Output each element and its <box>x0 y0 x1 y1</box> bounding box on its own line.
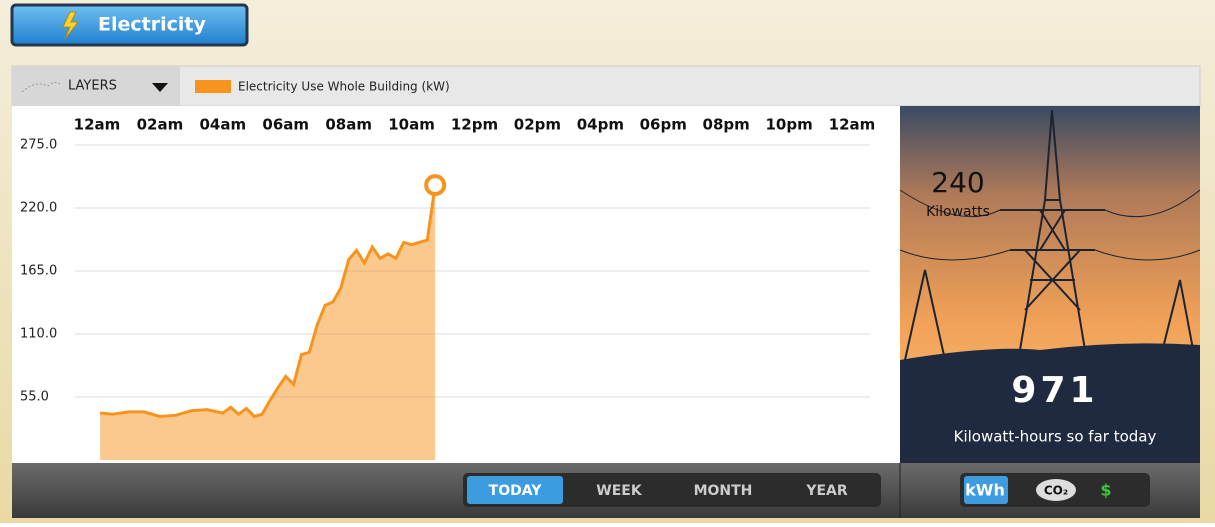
x-tick-label: 08am <box>325 116 372 134</box>
x-tick-label: 12am <box>74 116 121 134</box>
toolbar <box>12 66 1200 106</box>
x-tick-label: 02am <box>137 116 184 134</box>
total-label: Kilowatt-hours so far today <box>954 428 1157 446</box>
y-tick-label: 110.0 <box>20 327 57 342</box>
page: Electricity LAYERS 240 Kilowatts 971 Kil… <box>0 0 1215 523</box>
range-button[interactable]: MONTH <box>694 483 753 499</box>
x-tick-label: 08pm <box>703 116 750 134</box>
legend-label: Electricity Use Whole Building (kW) <box>238 80 450 94</box>
x-tick-label: 12pm <box>451 116 498 134</box>
unit-button[interactable]: kWh <box>965 481 1005 500</box>
chart-area <box>12 106 900 463</box>
y-tick-label: 55.0 <box>20 390 49 405</box>
y-tick-label: 165.0 <box>20 264 57 279</box>
current-value: 240 <box>931 166 984 199</box>
unit-button[interactable]: CO₂ <box>1044 484 1068 498</box>
unit-button[interactable]: $ <box>1100 481 1111 500</box>
title: Electricity <box>98 14 206 36</box>
x-tick-label: 04am <box>200 116 247 134</box>
x-tick-label: 02pm <box>514 116 561 134</box>
app: Electricity LAYERS 240 Kilowatts 971 Kil… <box>0 0 1215 523</box>
x-tick-label: 06pm <box>640 116 687 134</box>
side-panel: 240 Kilowatts 971 Kilowatt-hours so far … <box>900 106 1200 463</box>
x-tick-label: 04pm <box>577 116 624 134</box>
end-marker <box>426 176 444 194</box>
legend-swatch <box>195 80 231 93</box>
x-tick-label: 10am <box>388 116 435 134</box>
total-value: 971 <box>1011 370 1098 411</box>
y-tick-label: 220.0 <box>20 201 57 216</box>
current-unit: Kilowatts <box>926 204 990 220</box>
range-button[interactable]: YEAR <box>805 483 848 499</box>
x-tick-label: 06am <box>262 116 309 134</box>
y-tick-label: 275.0 <box>20 138 57 153</box>
x-tick-label: 10pm <box>765 116 812 134</box>
range-button[interactable]: TODAY <box>489 483 543 499</box>
range-button[interactable]: WEEK <box>596 483 643 499</box>
layers-label: LAYERS <box>68 79 117 94</box>
x-tick-label: 12am <box>829 116 876 134</box>
